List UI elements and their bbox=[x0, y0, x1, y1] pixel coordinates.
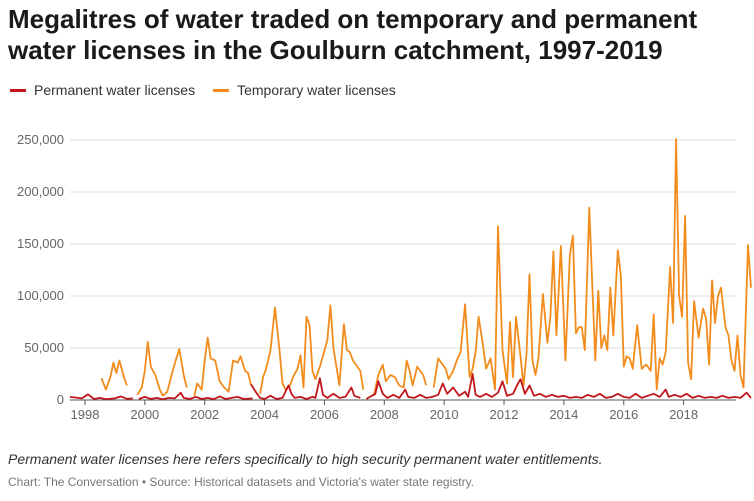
series-line-temporary-5 bbox=[432, 138, 752, 391]
series-line-permanent-2 bbox=[250, 377, 361, 400]
legend-swatch-permanent bbox=[10, 88, 26, 92]
legend-item-temporary: Temporary water licenses bbox=[213, 82, 396, 98]
y-tick-label: 150,000 bbox=[17, 236, 64, 251]
x-axis: 1998 2000 2002 2004 2006 2008 2010 2012 2014 2016… bbox=[71, 400, 698, 422]
x-tick-label: 2006 bbox=[310, 407, 339, 422]
y-tick-label: 200,000 bbox=[17, 184, 64, 199]
series-line-temporary-1 bbox=[136, 340, 188, 397]
y-tick-label: 250,000 bbox=[17, 132, 64, 147]
x-tick-label: 2018 bbox=[669, 407, 698, 422]
legend: Permanent water licenses Temporary water… bbox=[10, 81, 414, 99]
x-tick-label: 2012 bbox=[490, 407, 519, 422]
gridlines bbox=[70, 139, 736, 401]
series-line-temporary-2 bbox=[193, 336, 252, 397]
x-tick-label: 2002 bbox=[190, 407, 219, 422]
series-line-permanent-3 bbox=[365, 373, 752, 400]
series-line-permanent-0 bbox=[69, 393, 133, 401]
x-tick-label: 2000 bbox=[130, 407, 159, 422]
x-tick-label: 2010 bbox=[430, 407, 459, 422]
chart-note: Permanent water licenses here refers spe… bbox=[8, 451, 603, 467]
chart-title: Megalitres of water traded on temporary … bbox=[8, 4, 698, 65]
legend-label-permanent: Permanent water licenses bbox=[34, 82, 196, 98]
x-tick-label: 2008 bbox=[370, 407, 399, 422]
y-tick-label: 0 bbox=[57, 392, 64, 407]
line-chart: 0 50,000 100,000 150,000 200,000 250,000 1998… bbox=[17, 132, 752, 422]
legend-swatch-temporary bbox=[213, 88, 230, 92]
series-line-temporary-3 bbox=[259, 304, 365, 394]
x-tick-label: 1998 bbox=[71, 407, 100, 422]
legend-label-temporary: Temporary water licenses bbox=[237, 82, 396, 98]
y-tick-label: 100,000 bbox=[17, 288, 64, 303]
x-tick-label: 2016 bbox=[609, 407, 638, 422]
x-tick-label: 2004 bbox=[250, 407, 279, 422]
y-axis: 0 50,000 100,000 150,000 200,000 250,000 bbox=[17, 132, 64, 407]
series-line-temporary-0 bbox=[100, 359, 128, 391]
series-line-permanent-1 bbox=[138, 391, 253, 401]
chart-credit: Chart: The Conversation • Source: Histor… bbox=[8, 475, 475, 489]
series-line-temporary-4 bbox=[372, 359, 428, 396]
x-tick-label: 2014 bbox=[549, 407, 578, 422]
legend-item-permanent: Permanent water licenses bbox=[10, 82, 195, 98]
y-tick-label: 50,000 bbox=[24, 340, 64, 355]
series-lines bbox=[69, 138, 752, 401]
